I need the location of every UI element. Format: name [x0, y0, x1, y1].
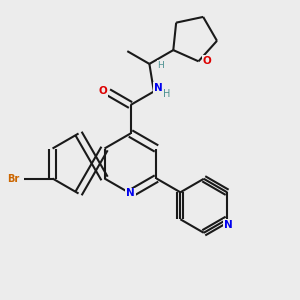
Text: N: N [154, 83, 163, 93]
Text: N: N [224, 220, 233, 230]
Text: Br: Br [8, 173, 20, 184]
Text: N: N [126, 188, 135, 199]
Text: O: O [99, 86, 107, 96]
Text: H: H [158, 61, 164, 70]
Text: O: O [202, 56, 211, 66]
Text: H: H [163, 89, 170, 100]
